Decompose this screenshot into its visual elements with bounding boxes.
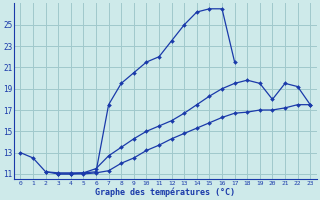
- X-axis label: Graphe des températures (°C): Graphe des températures (°C): [95, 187, 235, 197]
